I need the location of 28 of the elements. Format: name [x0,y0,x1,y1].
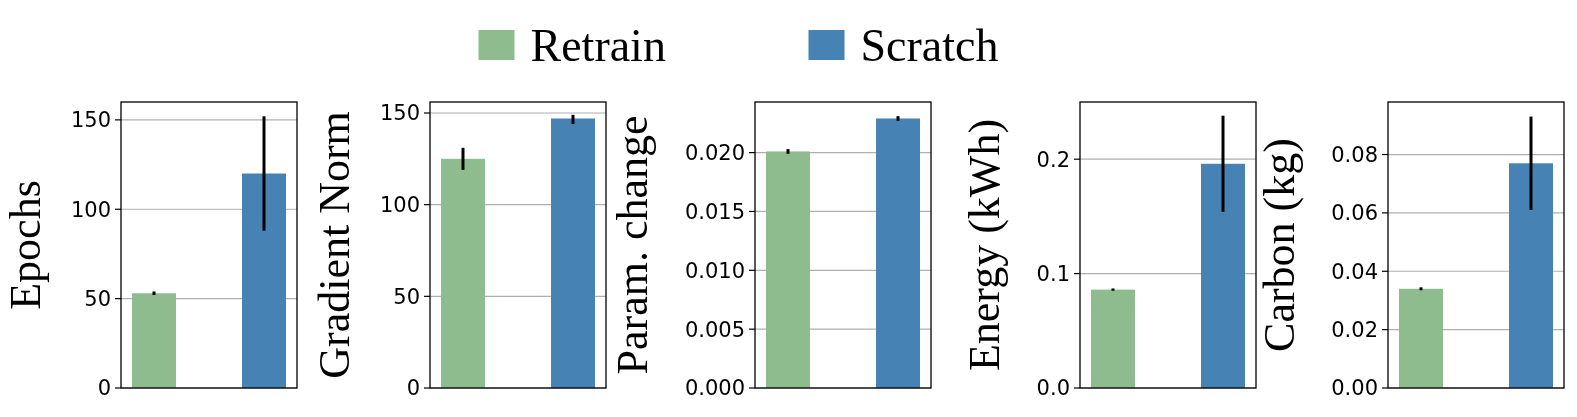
y-tick-label: 0.1 [1036,261,1070,286]
y-tick-label: 0 [406,376,420,401]
y-axis-title: Gradient Norm [310,111,360,379]
y-tick-label: 0.0 [1036,376,1070,401]
y-tick-label: 0.06 [1331,201,1378,226]
y-tick-label: 0.015 [684,199,745,224]
y-tick-label: 0.020 [684,140,745,165]
y-tick-label: 150 [379,101,420,126]
legend-label: Scratch [860,20,999,72]
y-tick-label: 0.02 [1331,317,1378,342]
y-tick-label: 0.00 [1331,376,1378,401]
y-tick-label: 0.005 [684,317,745,342]
y-tick-label: 0.04 [1331,259,1378,284]
y-tick-label: 0 [97,376,111,401]
y-tick-label: 150 [70,108,111,133]
y-tick-label: 100 [379,193,420,218]
y-axis-title: Energy (kWh) [960,118,1010,372]
y-tick-label: 50 [393,284,420,309]
y-tick-label: 0.010 [684,258,745,283]
y-tick-label: 0.2 [1036,147,1070,172]
y-tick-label: 0.000 [684,376,745,401]
y-tick-label: 100 [70,197,111,222]
legend-label: Retrain [530,20,666,72]
y-axis-title: Carbon (kg) [1254,138,1304,352]
y-axis-title: Epochs [1,180,51,310]
y-axis-title: Param. change [608,115,657,375]
y-tick-label: 0.08 [1331,142,1378,167]
y-tick-label: 50 [84,286,111,311]
